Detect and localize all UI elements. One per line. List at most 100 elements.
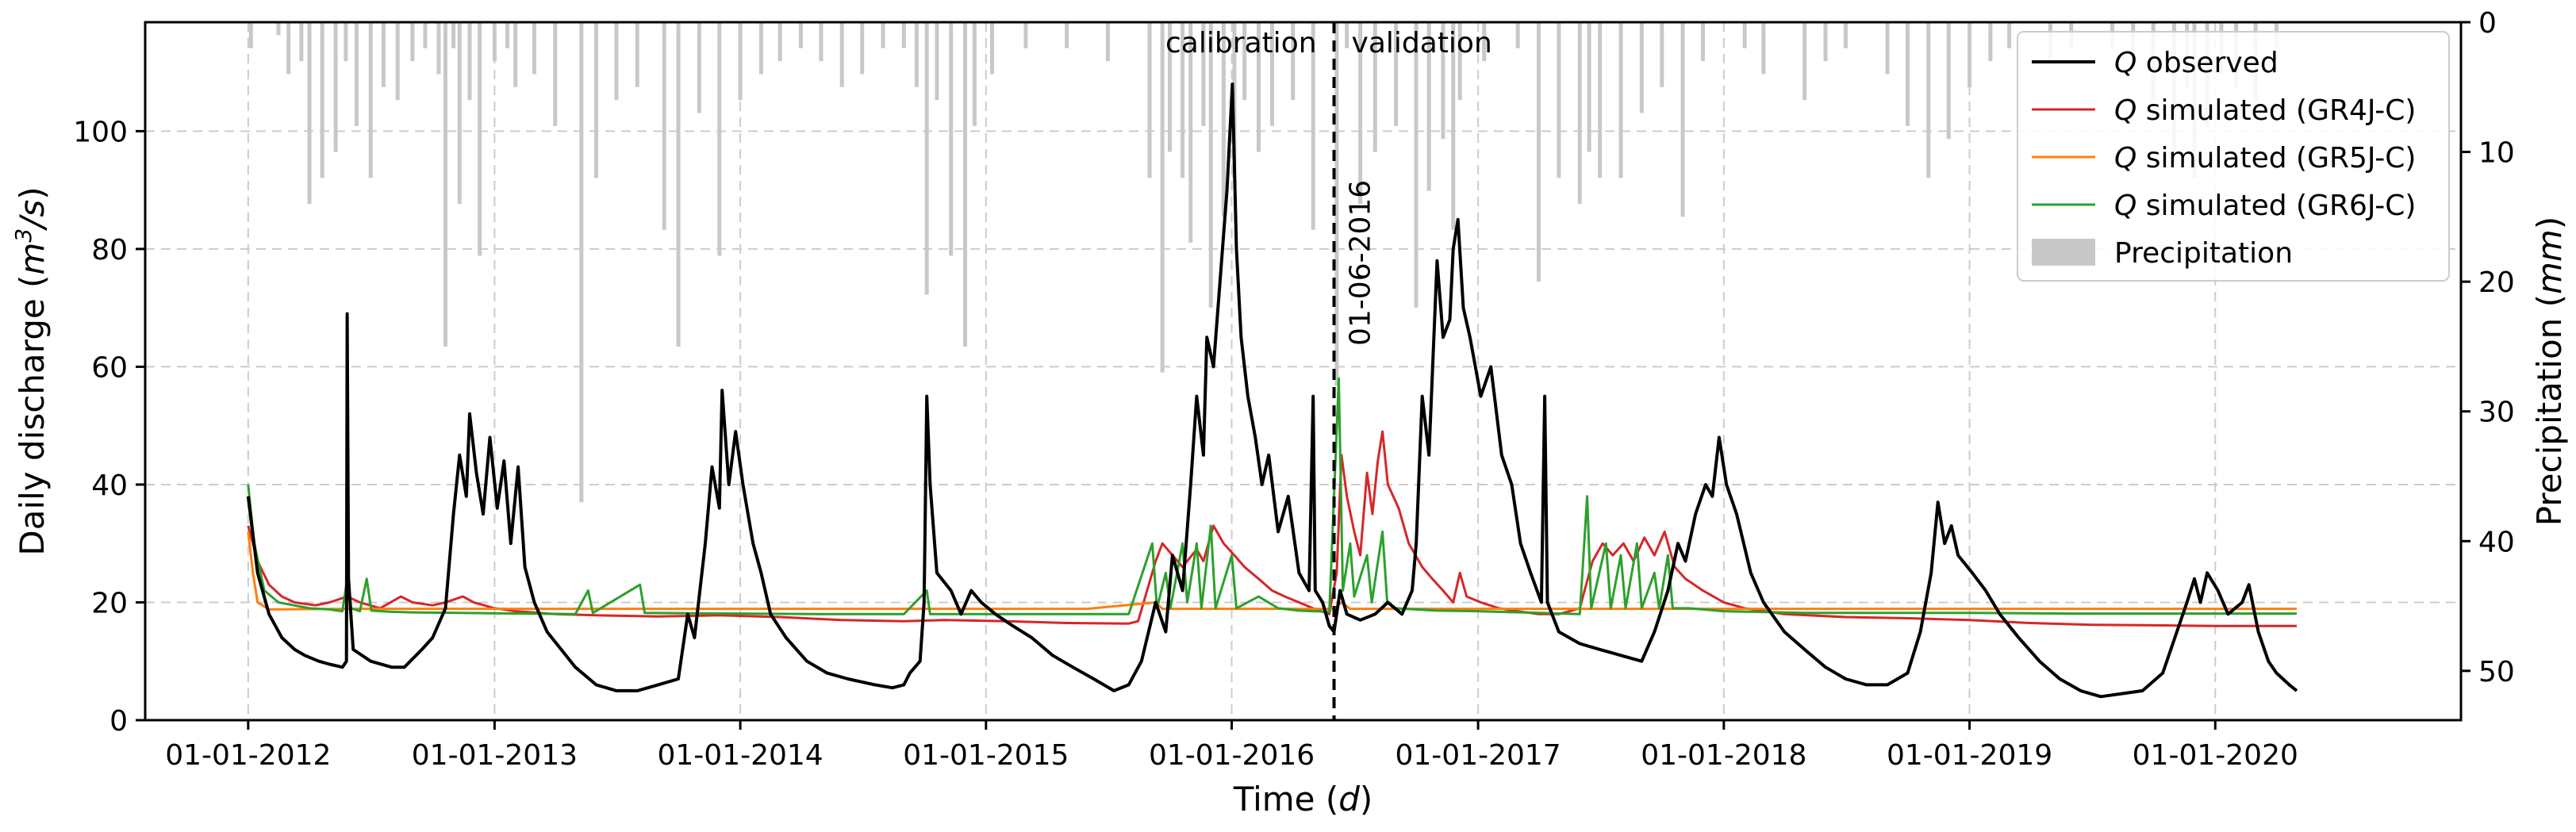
precipitation-bar bbox=[1372, 22, 1377, 152]
precipitation-bar bbox=[276, 22, 281, 36]
calibration-label: calibration bbox=[1165, 27, 1317, 59]
legend-label: Precipitation bbox=[2114, 237, 2293, 270]
precipitation-bar bbox=[1926, 22, 1931, 178]
split-line-group: 01-06-2016 calibration validation bbox=[1165, 22, 1492, 720]
legend-label: Q simulated (GR5J-C) bbox=[2114, 142, 2416, 174]
precipitation-bar bbox=[443, 22, 447, 347]
precipitation-bar bbox=[299, 22, 304, 62]
precipitation-bar bbox=[738, 22, 743, 101]
x-axis-title: Time (d) bbox=[1233, 780, 1373, 819]
precipitation-bar bbox=[1147, 22, 1152, 178]
right-y-tick-label: 40 bbox=[2478, 526, 2515, 558]
precipitation-bar bbox=[248, 22, 253, 48]
x-tick-label: 01-01-2013 bbox=[412, 739, 578, 772]
precipitation-bar bbox=[368, 22, 373, 178]
precipitation-bar bbox=[881, 22, 885, 48]
precipitation-bar bbox=[989, 22, 994, 75]
precipitation-bar bbox=[457, 22, 462, 204]
precipitation-bar bbox=[1701, 22, 1706, 62]
precipitation-bar bbox=[1023, 22, 1028, 48]
left-y-tick-label: 20 bbox=[91, 587, 128, 619]
precipitation-bar bbox=[1221, 22, 1226, 217]
precipitation-bar bbox=[819, 22, 823, 62]
right-y-tick-label: 30 bbox=[2478, 397, 2515, 429]
precipitation-bar bbox=[1802, 22, 1807, 101]
precipitation-bar bbox=[1334, 22, 1339, 385]
precipitation-bar bbox=[1451, 22, 1456, 230]
precipitation-bar bbox=[1160, 22, 1165, 373]
precipitation-bar bbox=[662, 22, 666, 230]
left-y-tick-label: 100 bbox=[73, 116, 128, 148]
split-date-label: 01-06-2016 bbox=[1345, 180, 1377, 346]
left-y-axis-title: Daily discharge (m3/s) bbox=[10, 186, 52, 555]
precipitation-bar bbox=[935, 22, 939, 101]
precipitation-bar bbox=[949, 22, 954, 256]
precipitation-bar bbox=[1843, 22, 1848, 48]
x-tick-label: 01-01-2018 bbox=[1641, 739, 1806, 772]
legend-label-q: Q bbox=[2114, 47, 2136, 79]
plot-frame bbox=[144, 21, 2463, 722]
legend-label-text: Precipitation bbox=[2114, 237, 2293, 270]
precipitation-bar bbox=[676, 22, 681, 347]
precipitation-bar bbox=[1065, 22, 1069, 48]
precipitation-bar bbox=[1885, 22, 1890, 75]
precipitation-bar bbox=[1441, 22, 1445, 140]
precipitation-bar bbox=[1358, 22, 1363, 204]
precipitation-bar bbox=[972, 22, 977, 126]
precipitation-bar bbox=[1201, 22, 1206, 126]
precipitation-bar bbox=[758, 22, 763, 75]
precipitation-bar bbox=[839, 22, 844, 87]
precipitation-bar bbox=[344, 22, 348, 62]
precipitation-bar bbox=[436, 22, 441, 75]
right-y-tick-label: 20 bbox=[2478, 266, 2515, 299]
series-line bbox=[246, 82, 2298, 699]
precipitation-bar bbox=[1823, 22, 1828, 62]
precipitation-bar bbox=[492, 22, 497, 62]
legend-label-q: Q bbox=[2114, 142, 2136, 174]
precipitation-bar bbox=[1269, 22, 1274, 126]
right-y-axis-ticks: 0 10 20 30 40 50 bbox=[2461, 7, 2515, 688]
precipitation-bar bbox=[635, 22, 639, 87]
precipitation-bar bbox=[1256, 22, 1261, 152]
x-tick-label: 01-01-2017 bbox=[1395, 739, 1561, 772]
left-y-tick-label: 0 bbox=[109, 705, 128, 738]
precipitation-bar bbox=[1105, 22, 1110, 62]
precipitation-bar bbox=[697, 22, 701, 113]
right-y-tick-label: 10 bbox=[2478, 137, 2515, 170]
legend-label-text: simulated (GR5J-C) bbox=[2136, 142, 2416, 174]
precipitation-bar bbox=[505, 22, 510, 48]
right-y-tick-label: 0 bbox=[2478, 7, 2497, 40]
legend-label-text: simulated (GR6J-C) bbox=[2136, 190, 2416, 222]
series-line bbox=[247, 377, 2297, 615]
precipitation-bar bbox=[1618, 22, 1623, 178]
precipitation-bar bbox=[901, 22, 906, 48]
precipitation-bar bbox=[914, 22, 919, 87]
x-tick-label: 01-01-2019 bbox=[1887, 739, 2052, 772]
precipitation-bar bbox=[1988, 22, 1993, 62]
precipitation-bar bbox=[1181, 22, 1185, 178]
precipitation-bar bbox=[1557, 22, 1561, 178]
precipitation-bar bbox=[307, 22, 312, 204]
legend-label: Q observed bbox=[2114, 47, 2278, 79]
precipitation-bar bbox=[423, 22, 428, 48]
x-axis-ticks: 01-01-2012 01-01-2013 01-01-2014 01-01-2015… bbox=[165, 720, 2298, 772]
precipitation-bar bbox=[1167, 22, 1172, 152]
precipitation-bar bbox=[1232, 22, 1237, 178]
precipitation-bar bbox=[717, 22, 722, 256]
legend-box bbox=[2017, 31, 2450, 282]
precipitation-bar bbox=[963, 22, 968, 347]
precipitation-bar bbox=[777, 22, 782, 62]
precipitation-bar bbox=[451, 22, 456, 48]
x-tick-label: 01-01-2012 bbox=[165, 739, 331, 772]
x-tick-label: 01-01-2014 bbox=[658, 739, 823, 772]
precipitation-bars bbox=[248, 22, 2278, 503]
left-y-tick-label: 40 bbox=[91, 470, 128, 502]
left-y-tick-label: 60 bbox=[91, 351, 128, 384]
precipitation-bar bbox=[354, 22, 359, 126]
precipitation-bar bbox=[1587, 22, 1591, 152]
precipitation-bar bbox=[286, 22, 291, 75]
precipitation-bar bbox=[333, 22, 338, 152]
precipitation-bar bbox=[798, 22, 803, 48]
